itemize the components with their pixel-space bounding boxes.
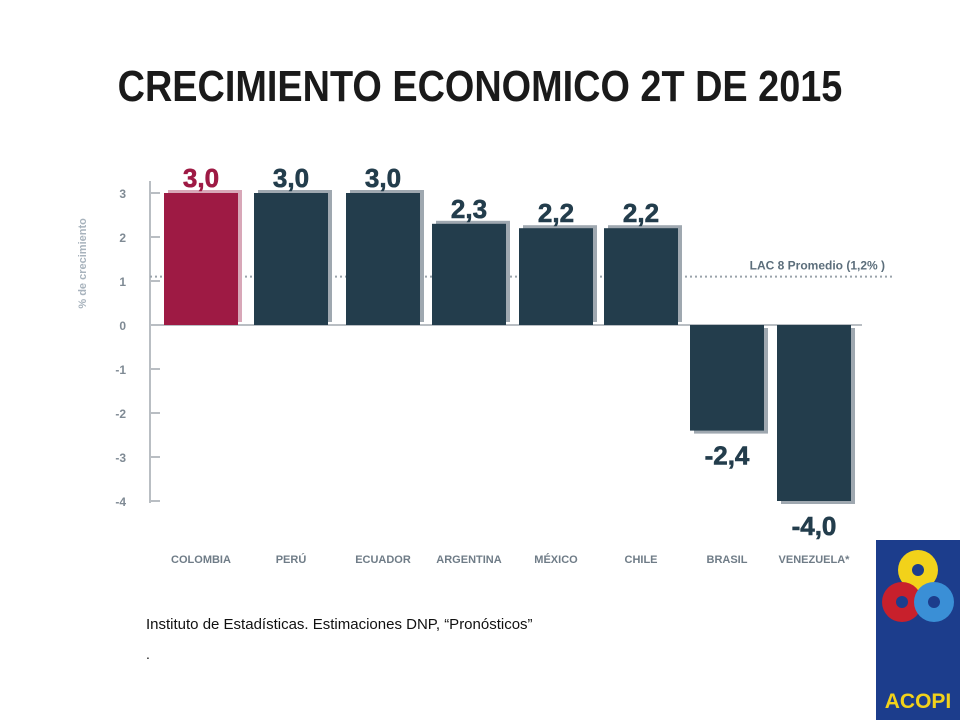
lac8-average-label: LAC 8 Promedio (1,2% ) [750, 259, 885, 273]
y-tick-label: 3 [119, 187, 126, 201]
bar-value-label: 2,2 [623, 198, 659, 228]
bar-chile [604, 228, 678, 325]
y-tick-label: 1 [119, 275, 126, 289]
bar-value-label: 3,0 [365, 163, 401, 193]
bar-méxico [519, 228, 593, 325]
bar-colombia [164, 193, 238, 325]
category-label: COLOMBIA [171, 554, 231, 566]
category-label: VENEZUELA* [779, 554, 851, 566]
bar-value-label: 2,3 [451, 194, 487, 224]
source-dot: . [146, 646, 150, 662]
bar-chart: 3 2 1 0 -1 -2 -3 -4 % de crecimiento LAC 8 Prome… [77, 163, 895, 566]
y-tick-label: 2 [119, 231, 126, 245]
category-label: ARGENTINA [436, 554, 501, 566]
chart-title: CRECIMIENTO ECONOMICO 2T DE 2015 [117, 62, 843, 111]
bar-perú [254, 193, 328, 325]
source-note: Instituto de Estadísticas. Estimaciones … [146, 616, 533, 633]
acopi-logo-text: ACOPI [884, 690, 952, 713]
bar-value-label: 2,2 [538, 198, 574, 228]
bar-value-label: 3,0 [183, 163, 219, 193]
bar-venezuela [777, 325, 851, 501]
bar-value-label: -4,0 [792, 511, 837, 541]
category-label: BRASIL [707, 554, 748, 566]
y-tick-label: -4 [115, 495, 126, 509]
bar-brasil [690, 325, 764, 431]
category-label: ECUADOR [355, 554, 411, 566]
acopi-gears-icon [882, 550, 954, 622]
bar-value-label: 3,0 [273, 163, 309, 193]
acopi-logo: ACOPI [876, 540, 960, 720]
y-axis-label: % de crecimiento [77, 218, 89, 309]
bar-argentina [432, 223, 506, 325]
y-tick-label: -3 [115, 451, 126, 465]
category-label: MÉXICO [534, 553, 578, 566]
y-tick-label: -2 [115, 407, 126, 421]
bar-ecuador [346, 193, 420, 325]
bar-value-label: -2,4 [705, 441, 750, 471]
y-tick-label: -1 [115, 363, 126, 377]
category-label: CHILE [625, 554, 658, 566]
y-tick-label: 0 [119, 319, 126, 333]
category-label: PERÚ [276, 553, 307, 566]
